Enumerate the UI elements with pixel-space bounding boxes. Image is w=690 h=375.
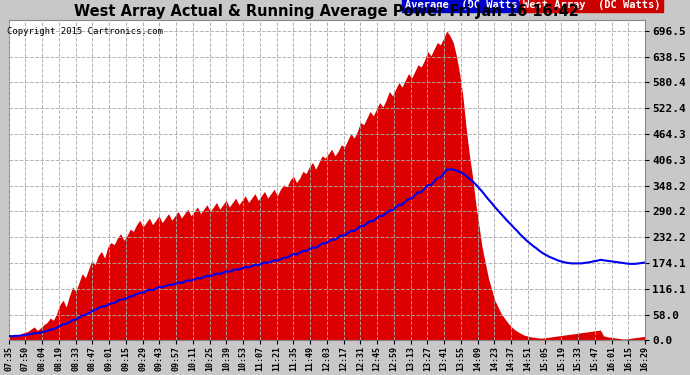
Text: Average  (DC Watts): Average (DC Watts) <box>404 0 523 9</box>
Text: Copyright 2015 Cartronics.com: Copyright 2015 Cartronics.com <box>7 27 163 36</box>
Text: West Array  (DC Watts): West Array (DC Watts) <box>523 0 660 9</box>
Title: West Array Actual & Running Average Power Fri Jan 16 16:42: West Array Actual & Running Average Powe… <box>75 4 580 19</box>
